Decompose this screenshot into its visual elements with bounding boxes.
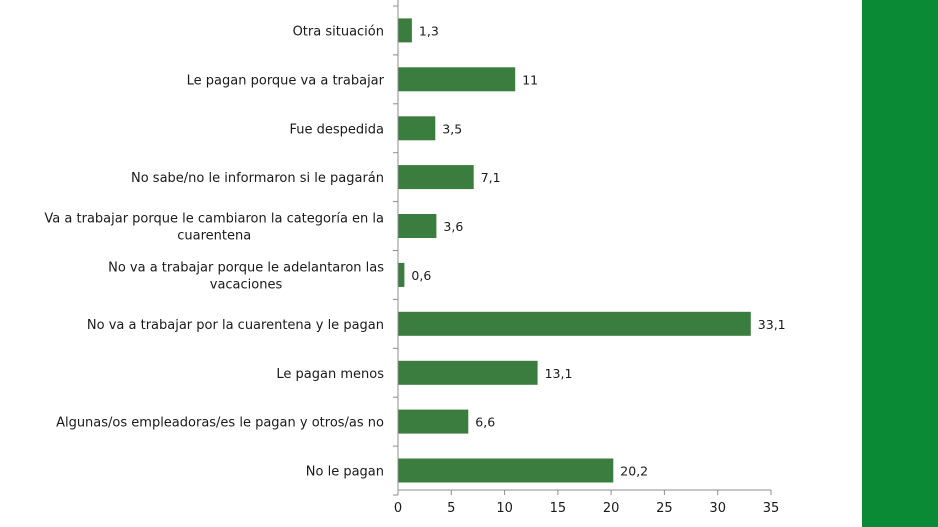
bar — [398, 165, 474, 190]
bar — [398, 458, 614, 483]
category-label-line: Algunas/os empleadoras/es le pagan y otr… — [56, 416, 384, 431]
bar — [398, 214, 437, 238]
value-label: 11 — [522, 72, 538, 87]
category-label-line: cuarentena — [177, 229, 251, 244]
category-label: No sabe/no le informaron si le pagarán — [131, 171, 384, 186]
bar — [398, 360, 538, 385]
category-label-line: vacaciones — [210, 277, 283, 292]
x-tick-label: 30 — [709, 501, 726, 516]
x-tick-label: 35 — [763, 501, 780, 516]
category-label: Fue despedida — [290, 122, 385, 137]
bar-chart: 1,3 Otra situación 11 Le pagan porque va a … — [44, 0, 786, 516]
category-label: No va a trabajar porque le adelantaron l… — [108, 260, 384, 292]
value-label: 13,1 — [545, 366, 573, 381]
category-label: Le pagan porque va a trabajar — [187, 73, 385, 88]
category-label: Va a trabajar porque le cambiaron la cat… — [44, 212, 384, 244]
category-label-line: No va a trabajar porque le adelantaron l… — [108, 260, 384, 275]
category-label: Algunas/os empleadoras/es le pagan y otr… — [56, 416, 384, 431]
value-label: 1,3 — [419, 24, 439, 39]
category-label-line: Otra situación — [293, 25, 384, 40]
bar — [398, 67, 516, 92]
category-label-line: No va a trabajar por la cuarentena y le … — [87, 318, 384, 333]
category-label-line: Fue despedida — [290, 122, 385, 137]
green-side-panel — [862, 0, 938, 527]
value-label: 7,1 — [481, 170, 501, 185]
value-label: 20,2 — [620, 464, 648, 479]
bars-layer: 1,3 Otra situación 11 Le pagan porque va a … — [44, 18, 786, 483]
value-label: 0,6 — [411, 268, 431, 283]
x-tick-label: 10 — [496, 501, 513, 516]
category-label-line: Va a trabajar porque le cambiaron la cat… — [44, 212, 384, 227]
value-label: 3,5 — [442, 121, 462, 136]
category-label-line: Le pagan menos — [276, 367, 384, 382]
x-tick-label: 0 — [394, 501, 402, 516]
bar — [398, 116, 436, 141]
value-label: 33,1 — [758, 317, 786, 332]
category-label-line: Le pagan porque va a trabajar — [187, 73, 385, 88]
x-axis: 0 5 10 15 20 25 30 35 — [393, 0, 779, 516]
bar — [398, 311, 751, 336]
x-tick-label: 20 — [603, 501, 620, 516]
bar — [398, 409, 469, 434]
category-label: No le pagan — [306, 465, 384, 480]
category-label-line: No le pagan — [306, 465, 384, 480]
value-label: 6,6 — [475, 415, 495, 430]
value-label: 3,6 — [443, 219, 463, 234]
x-tick-label: 5 — [447, 501, 455, 516]
category-label: Le pagan menos — [276, 367, 384, 382]
category-label: Otra situación — [293, 25, 384, 40]
x-tick-label: 15 — [550, 501, 567, 516]
category-label: No va a trabajar por la cuarentena y le … — [87, 318, 384, 333]
bar — [398, 262, 405, 287]
x-tick-label: 25 — [656, 501, 673, 516]
bar — [398, 18, 412, 43]
category-label-line: No sabe/no le informaron si le pagarán — [131, 171, 384, 186]
